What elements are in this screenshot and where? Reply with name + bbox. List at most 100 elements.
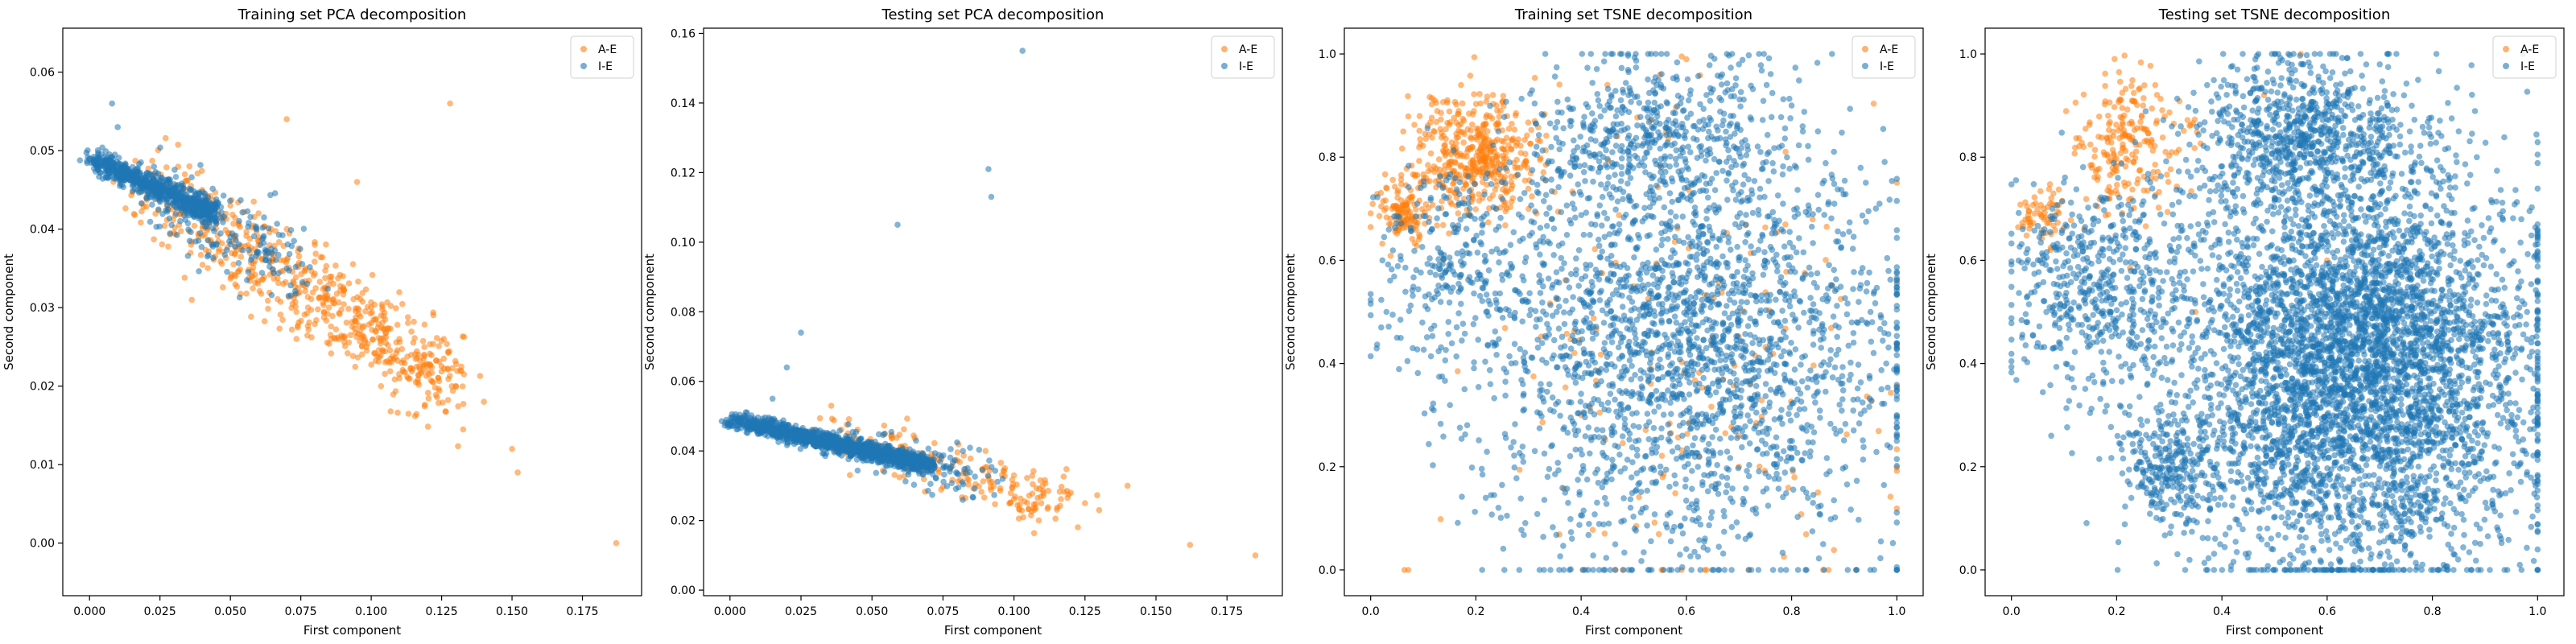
point-i-e <box>1697 567 1703 573</box>
point-i-e <box>1538 381 1544 387</box>
point-a-e <box>422 402 428 408</box>
point-a-e <box>1376 213 1383 220</box>
point-i-e <box>1850 427 1857 434</box>
point-a-e <box>1024 475 1030 481</box>
point-a-e <box>1476 157 1483 164</box>
point-i-e <box>260 233 267 240</box>
point-a-e <box>1597 351 1604 358</box>
point-i-e <box>1885 331 1892 337</box>
point-i-e <box>1634 452 1641 459</box>
point-i-e <box>885 443 891 449</box>
point-i-e <box>728 422 735 428</box>
point-a-e <box>1513 139 1521 147</box>
point-i-e <box>180 212 188 219</box>
point-i-e <box>1534 345 1542 351</box>
point-a-e <box>1471 91 1477 97</box>
point-a-e <box>326 341 332 347</box>
point-a-e <box>1040 489 1046 497</box>
point-i-e <box>1699 366 1706 374</box>
point-a-e <box>432 391 440 398</box>
point-a-e <box>1484 128 1491 134</box>
point-a-e <box>1497 107 1504 114</box>
point-a-e <box>345 280 353 287</box>
point-a-e <box>1425 162 1431 168</box>
point-i-e <box>114 124 121 130</box>
point-a-e <box>329 312 336 320</box>
point-a-e <box>1823 257 1829 263</box>
point-a-e <box>967 455 974 462</box>
point-a-e <box>430 379 436 386</box>
point-i-e <box>209 185 217 192</box>
point-a-e <box>327 332 334 338</box>
point-i-e <box>1564 429 1571 436</box>
point-a-e <box>332 262 339 269</box>
point-i-e <box>923 456 930 463</box>
point-i-e <box>1866 269 1872 276</box>
point-a-e <box>452 382 459 390</box>
point-i-e <box>210 254 217 262</box>
point-a-e <box>345 350 351 357</box>
point-a-e <box>1508 185 1515 192</box>
point-i-e <box>266 263 273 270</box>
point-a-e <box>1762 224 1769 231</box>
point-a-e <box>231 251 238 258</box>
point-a-e <box>410 339 417 346</box>
point-i-e <box>948 480 956 486</box>
point-i-e <box>1531 448 1538 455</box>
point-i-e <box>1788 340 1794 346</box>
point-i-e <box>1855 396 1861 402</box>
point-a-e <box>414 348 420 355</box>
point-a-e <box>901 426 907 433</box>
point-a-e <box>1442 152 1449 159</box>
point-a-e <box>1451 159 1459 165</box>
point-a-e <box>1476 197 1483 204</box>
point-a-e <box>163 164 170 171</box>
point-i-e <box>307 264 313 270</box>
point-i-e <box>940 463 947 469</box>
point-a-e <box>1042 477 1048 484</box>
point-a-e <box>181 275 188 281</box>
point-i-e <box>1820 335 1827 342</box>
point-a-e <box>250 264 257 271</box>
point-a-e <box>431 384 439 391</box>
point-a-e <box>1499 186 1506 193</box>
point-a-e <box>1009 485 1016 492</box>
point-a-e <box>433 335 440 341</box>
point-a-e <box>1488 157 1495 164</box>
point-i-e <box>258 270 266 276</box>
point-i-e <box>250 233 258 240</box>
point-i-e <box>823 450 830 456</box>
point-i-e <box>881 431 888 437</box>
point-i-e <box>873 469 880 477</box>
point-a-e <box>349 324 356 330</box>
point-a-e <box>1398 203 1405 210</box>
point-i-e <box>1547 302 1554 308</box>
point-a-e <box>361 333 367 340</box>
point-a-e <box>343 320 350 326</box>
point-a-e <box>992 501 998 508</box>
point-a-e <box>275 295 281 303</box>
point-a-e <box>1444 119 1451 126</box>
point-a-e <box>382 359 389 365</box>
legend-label: A-E <box>598 43 617 56</box>
point-a-e <box>828 402 835 409</box>
point-i-e <box>1664 511 1671 518</box>
point-i-e <box>1749 350 1756 357</box>
point-i-e <box>196 190 203 197</box>
point-a-e <box>374 324 382 331</box>
point-a-e <box>405 320 411 326</box>
point-a-e <box>1415 236 1422 243</box>
point-a-e <box>353 179 361 185</box>
point-i-e <box>1666 318 1673 325</box>
point-i-e <box>1713 320 1719 327</box>
point-i-e <box>212 214 219 221</box>
point-i-e <box>246 220 252 226</box>
point-i-e <box>972 473 978 480</box>
point-a-e <box>1499 145 1505 152</box>
point-a-e <box>304 294 312 300</box>
point-a-e <box>1446 108 1453 115</box>
point-a-e <box>1405 93 1411 100</box>
y-tick-label: 0.04 <box>671 445 696 458</box>
point-a-e <box>320 299 327 307</box>
point-a-e <box>320 314 328 321</box>
